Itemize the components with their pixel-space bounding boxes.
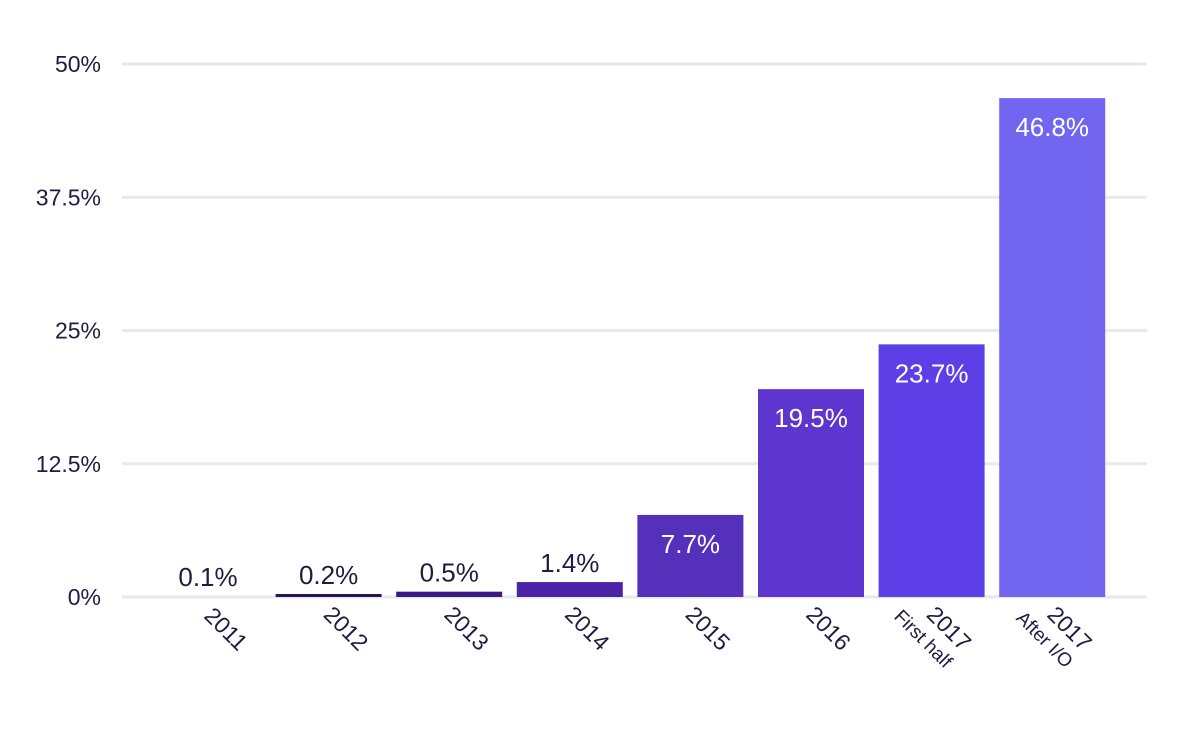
x-category-label: 2013 [439,601,494,656]
data-labels: 0.1% 0.2% 0.5% 1.4% 7.7% 19.5% 23.7% 46.8% [178,112,1089,592]
bar [275,594,382,597]
x-category-year: 2015 [681,601,736,656]
x-category-label: 2014 [560,601,615,656]
bar [758,389,864,597]
x-category-year: 2016 [801,601,856,656]
y-tick-label: 0% [68,584,101,610]
x-category-year: 2014 [560,601,615,656]
x-category-year: 2012 [319,601,374,656]
bar [396,591,503,597]
y-tick-label: 25% [55,318,101,344]
data-label: 19.5% [774,403,848,433]
y-tick-label: 50% [55,51,101,77]
y-tick-label: 37.5% [36,184,101,210]
bar [516,582,623,597]
bar [999,98,1106,597]
data-label: 23.7% [895,358,969,388]
data-label: 0.1% [178,562,237,592]
data-label: 0.2% [299,560,358,590]
bar [637,514,744,597]
data-label: 46.8% [1015,112,1089,142]
bar [878,344,985,597]
data-label: 7.7% [661,529,720,559]
data-label: 0.5% [420,558,479,588]
data-label: 1.4% [540,548,599,578]
x-category-year: 2011 [199,602,252,655]
x-category-label: 2011 [199,602,252,655]
x-category-year: 2013 [439,601,494,656]
x-category-label: 2012 [319,601,374,656]
x-category-label: 2016 [801,601,856,656]
gridlines [122,62,1147,599]
x-category-label: 2015 [681,601,736,656]
bars [275,98,1106,597]
y-tick-label: 12.5% [36,451,101,477]
y-axis-ticks: 0% 12.5% 25% 37.5% 50% [36,51,101,610]
